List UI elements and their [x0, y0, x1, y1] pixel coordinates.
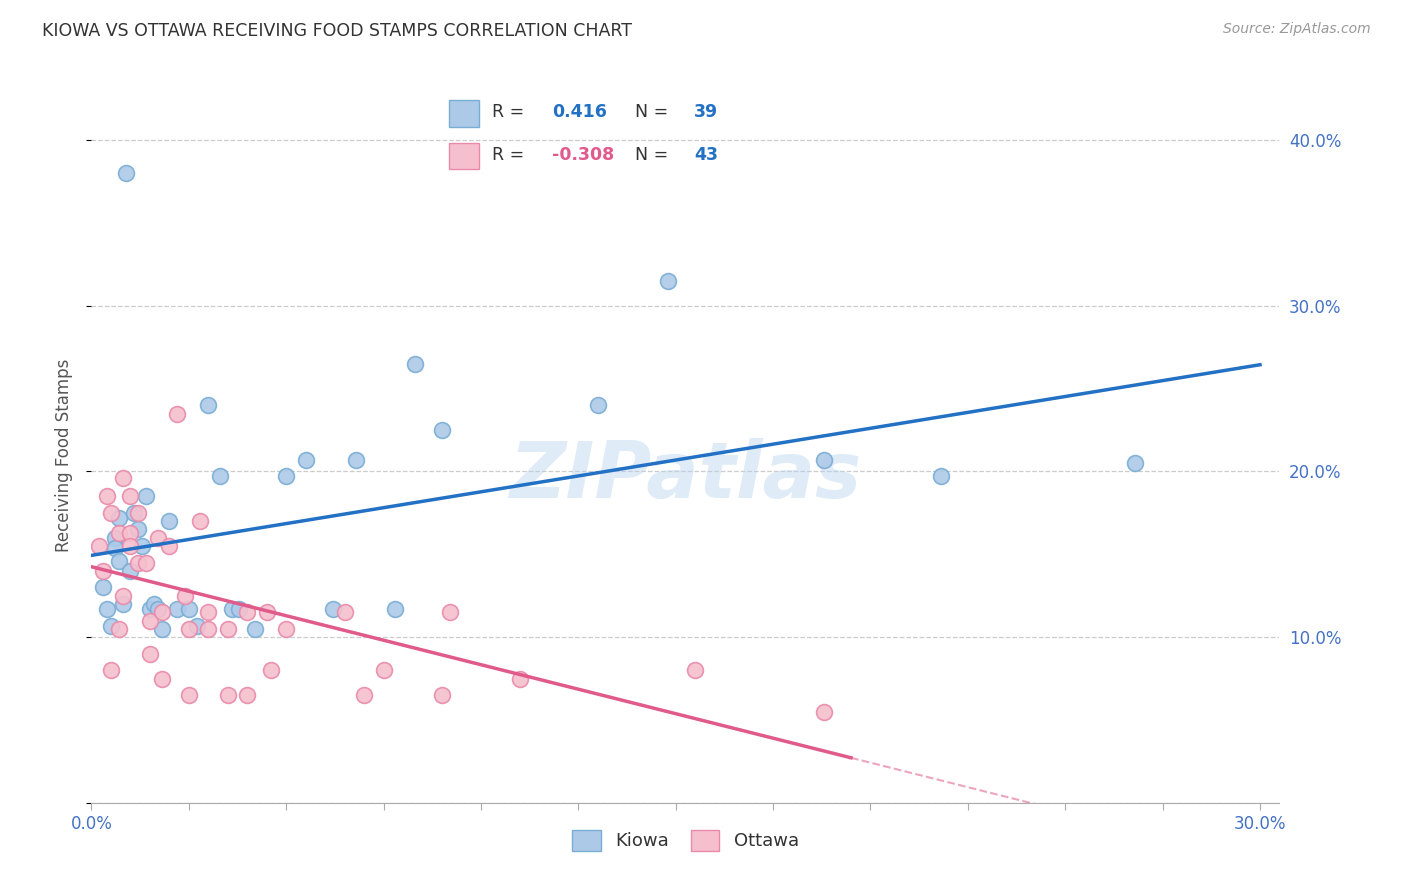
- Point: [166, 602, 188, 616]
- Point: [322, 602, 344, 616]
- Point: [120, 539, 142, 553]
- FancyBboxPatch shape: [450, 100, 479, 127]
- Point: [384, 602, 406, 616]
- Point: [586, 398, 609, 412]
- Point: [256, 605, 278, 619]
- Point: [135, 556, 157, 570]
- Point: [197, 622, 219, 636]
- Point: [683, 663, 706, 677]
- Point: [120, 525, 142, 540]
- Point: [197, 398, 219, 412]
- Point: [96, 489, 118, 503]
- Point: [107, 622, 129, 636]
- Point: [96, 602, 118, 616]
- Point: [111, 471, 134, 485]
- Point: [243, 622, 266, 636]
- Point: [91, 581, 114, 595]
- Point: [217, 688, 239, 702]
- Point: [107, 511, 129, 525]
- Point: [929, 469, 952, 483]
- Point: [657, 274, 679, 288]
- Point: [276, 622, 298, 636]
- Point: [813, 453, 835, 467]
- Point: [208, 469, 231, 483]
- Point: [333, 605, 356, 619]
- Point: [131, 539, 153, 553]
- Text: 43: 43: [695, 146, 718, 164]
- Text: KIOWA VS OTTAWA RECEIVING FOOD STAMPS CORRELATION CHART: KIOWA VS OTTAWA RECEIVING FOOD STAMPS CO…: [42, 22, 633, 40]
- Point: [91, 564, 114, 578]
- Point: [146, 602, 169, 616]
- Point: [177, 602, 200, 616]
- Point: [157, 539, 180, 553]
- Point: [228, 602, 250, 616]
- Point: [146, 531, 169, 545]
- Point: [127, 523, 149, 537]
- Point: [186, 618, 208, 632]
- Point: [111, 589, 134, 603]
- Point: [107, 554, 129, 568]
- Text: Source: ZipAtlas.com: Source: ZipAtlas.com: [1223, 22, 1371, 37]
- Point: [373, 663, 395, 677]
- Point: [89, 539, 111, 553]
- Point: [236, 605, 259, 619]
- Point: [166, 407, 188, 421]
- Point: [100, 663, 122, 677]
- Point: [177, 622, 200, 636]
- Point: [120, 564, 142, 578]
- Text: R =: R =: [492, 103, 524, 121]
- Point: [150, 622, 173, 636]
- Point: [190, 514, 212, 528]
- Text: -0.308: -0.308: [553, 146, 614, 164]
- Point: [294, 453, 316, 467]
- Text: 39: 39: [695, 103, 718, 121]
- Text: ZIPatlas: ZIPatlas: [509, 438, 862, 514]
- Text: N =: N =: [634, 103, 668, 121]
- Text: 0.416: 0.416: [553, 103, 607, 121]
- Point: [353, 688, 375, 702]
- Point: [344, 453, 367, 467]
- Point: [104, 541, 127, 555]
- Point: [259, 663, 281, 677]
- Point: [217, 622, 239, 636]
- Point: [100, 618, 122, 632]
- Point: [276, 469, 298, 483]
- Point: [135, 489, 157, 503]
- Point: [197, 605, 219, 619]
- Point: [1123, 456, 1146, 470]
- Point: [127, 556, 149, 570]
- Point: [439, 605, 461, 619]
- Point: [813, 705, 835, 719]
- Point: [142, 597, 165, 611]
- Point: [104, 531, 127, 545]
- Legend: Kiowa, Ottawa: Kiowa, Ottawa: [562, 821, 808, 860]
- Text: N =: N =: [634, 146, 668, 164]
- Point: [430, 423, 453, 437]
- Point: [111, 597, 134, 611]
- Point: [139, 602, 162, 616]
- Point: [157, 514, 180, 528]
- Point: [221, 602, 243, 616]
- Point: [150, 672, 173, 686]
- Point: [127, 506, 149, 520]
- Point: [150, 605, 173, 619]
- Point: [115, 166, 138, 180]
- Point: [236, 688, 259, 702]
- Point: [107, 525, 129, 540]
- Point: [404, 357, 426, 371]
- Point: [139, 647, 162, 661]
- Point: [430, 688, 453, 702]
- Point: [139, 614, 162, 628]
- Point: [177, 688, 200, 702]
- Point: [120, 489, 142, 503]
- Point: [173, 589, 195, 603]
- Y-axis label: Receiving Food Stamps: Receiving Food Stamps: [55, 359, 73, 551]
- Text: R =: R =: [492, 146, 524, 164]
- Point: [122, 506, 145, 520]
- Point: [509, 672, 531, 686]
- Point: [100, 506, 122, 520]
- FancyBboxPatch shape: [450, 143, 479, 169]
